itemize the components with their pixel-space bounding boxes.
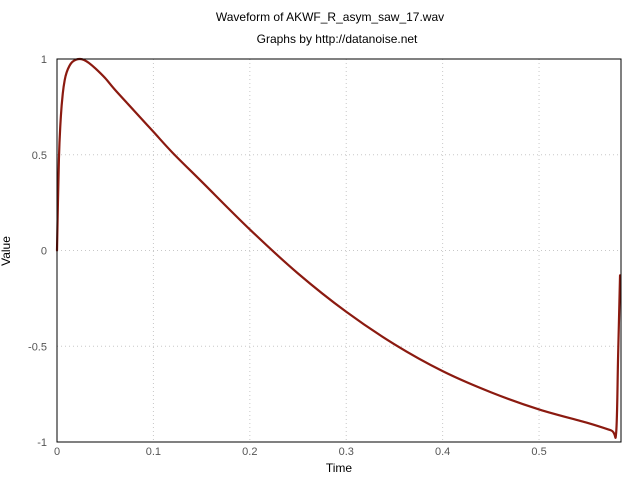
y-tick-label: -1 — [37, 437, 47, 449]
y-axis-label: Value — [0, 236, 13, 266]
tick-labels: 0 0.1 0.2 0.3 0.4 0.5 1 0.5 0 -0.5 -1 — [28, 54, 547, 458]
series-layer — [55, 57, 622, 439]
x-tick-label: 0.1 — [146, 446, 161, 458]
y-tick-label: 1 — [41, 54, 47, 66]
x-tick-label: 0.3 — [339, 446, 354, 458]
x-tick-label: 0.4 — [435, 446, 450, 458]
series-line-0 — [55, 57, 622, 439]
y-tick-label: -0.5 — [28, 341, 47, 353]
y-tick-label: 0.5 — [32, 150, 47, 162]
y-tick-label: 0 — [41, 246, 47, 258]
grid-lines — [57, 59, 621, 442]
x-tick-label: 0 — [54, 446, 60, 458]
x-axis-label: Time — [326, 461, 353, 475]
x-tick-label: 0.5 — [531, 446, 546, 458]
x-tick-label: 0.2 — [242, 446, 257, 458]
chart-subtitle: Graphs by http://datanoise.net — [257, 32, 418, 46]
chart-title: Waveform of AKWF_R_asym_saw_17.wav — [216, 10, 444, 24]
plot-frame — [56, 58, 622, 443]
